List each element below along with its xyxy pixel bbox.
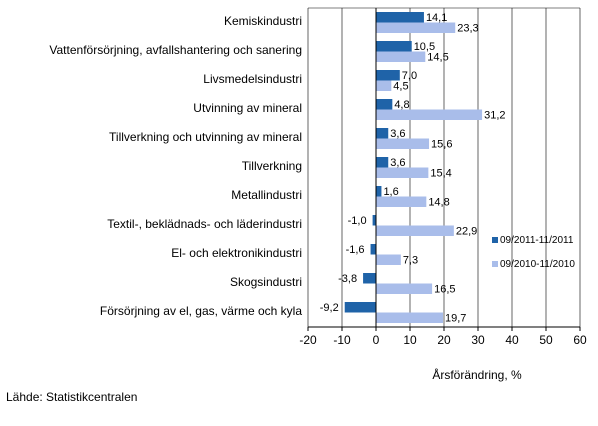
x-tick-label: -10 (333, 333, 351, 347)
category-label: Skogsindustri (230, 275, 302, 289)
data-label: -1,6 (346, 244, 365, 256)
data-label: 4,5 (393, 81, 408, 93)
x-axis-title: Årsförändring, % (432, 367, 522, 382)
legend: 09/2011-11/2011 09/2010-11/2010 (492, 235, 575, 270)
data-label: 3,6 (390, 157, 405, 169)
legend-label: 09/2010-11/2010 (500, 259, 575, 270)
data-label: 3,6 (390, 128, 405, 140)
data-labels: 14,1 10,5 7,0 4,8 3,6 3,6 1,6 -1,0 -1,6 -3,8 -9,2 2… (320, 12, 506, 325)
bar (376, 128, 389, 139)
bar (376, 138, 430, 149)
category-label: Utvinning av mineral (193, 101, 302, 115)
data-label: 15,4 (430, 168, 451, 180)
legend-label: 09/2011-11/2011 (500, 235, 574, 246)
data-label: -3,8 (338, 273, 357, 285)
bar (376, 186, 382, 197)
bar (376, 109, 483, 120)
x-tick-label: 60 (573, 333, 587, 347)
category-label: Kemiskindustri (224, 14, 302, 28)
data-label: 1,6 (383, 186, 398, 198)
x-tick-label: 10 (403, 333, 417, 347)
x-tick-label: 0 (373, 333, 380, 347)
data-label: 16,5 (434, 284, 455, 296)
data-label: -9,2 (320, 302, 339, 314)
legend-swatch (492, 261, 498, 267)
data-label: 31,2 (484, 110, 505, 122)
data-label: 7,0 (402, 70, 417, 82)
bar (363, 273, 376, 284)
category-labels: Kemiskindustri Vattenförsörjning, avfalls… (49, 14, 302, 318)
data-label: 14,5 (427, 52, 448, 64)
data-label: -1,0 (348, 215, 367, 227)
category-label: Metallindustri (231, 188, 302, 202)
bar (376, 196, 427, 207)
bar (376, 254, 401, 265)
x-tick-label: -20 (299, 333, 317, 347)
bar (376, 80, 392, 91)
category-label: Vattenförsörjning, avfallshantering och … (49, 43, 302, 57)
category-label: Textil-, beklädnads- och läderindustri (107, 217, 302, 231)
bar (344, 302, 376, 313)
x-tick-label: 20 (437, 333, 451, 347)
data-label: 23,3 (457, 23, 478, 35)
data-label: 4,8 (394, 99, 409, 111)
bar (376, 283, 433, 294)
data-label: 15,6 (431, 139, 452, 151)
bar (376, 99, 393, 110)
bar (372, 215, 376, 226)
bar (376, 41, 412, 52)
x-tick-label: 40 (505, 333, 519, 347)
category-label: El- och elektronikindustri (171, 246, 302, 260)
data-label: 14,1 (426, 12, 447, 24)
legend-swatch (492, 237, 498, 243)
bar (376, 51, 426, 62)
bar (376, 70, 400, 81)
bar (376, 12, 424, 23)
category-label: Tillverkning och utvinning av mineral (109, 130, 302, 144)
bar (376, 167, 429, 178)
data-label: 22,9 (456, 226, 477, 238)
data-label: 14,8 (428, 197, 449, 209)
category-label: Försörjning av el, gas, värme och kyla (100, 304, 302, 318)
category-label: Tillverkning (242, 159, 302, 173)
data-label: 10,5 (414, 41, 435, 53)
bar (376, 22, 456, 33)
axes: -20 -10 0 10 20 30 40 50 60 (299, 7, 587, 347)
bar (370, 244, 376, 255)
bar (376, 312, 443, 323)
data-label: 19,7 (445, 313, 466, 325)
data-label: 7,3 (403, 255, 418, 267)
source-note: Lähde: Statistikcentralen (6, 390, 137, 404)
x-tick-label: 30 (471, 333, 485, 347)
bars (344, 12, 483, 323)
category-label: Livsmedelsindustri (203, 72, 302, 86)
x-tick-label: 50 (539, 333, 553, 347)
bar (376, 157, 389, 168)
bar (376, 225, 454, 236)
